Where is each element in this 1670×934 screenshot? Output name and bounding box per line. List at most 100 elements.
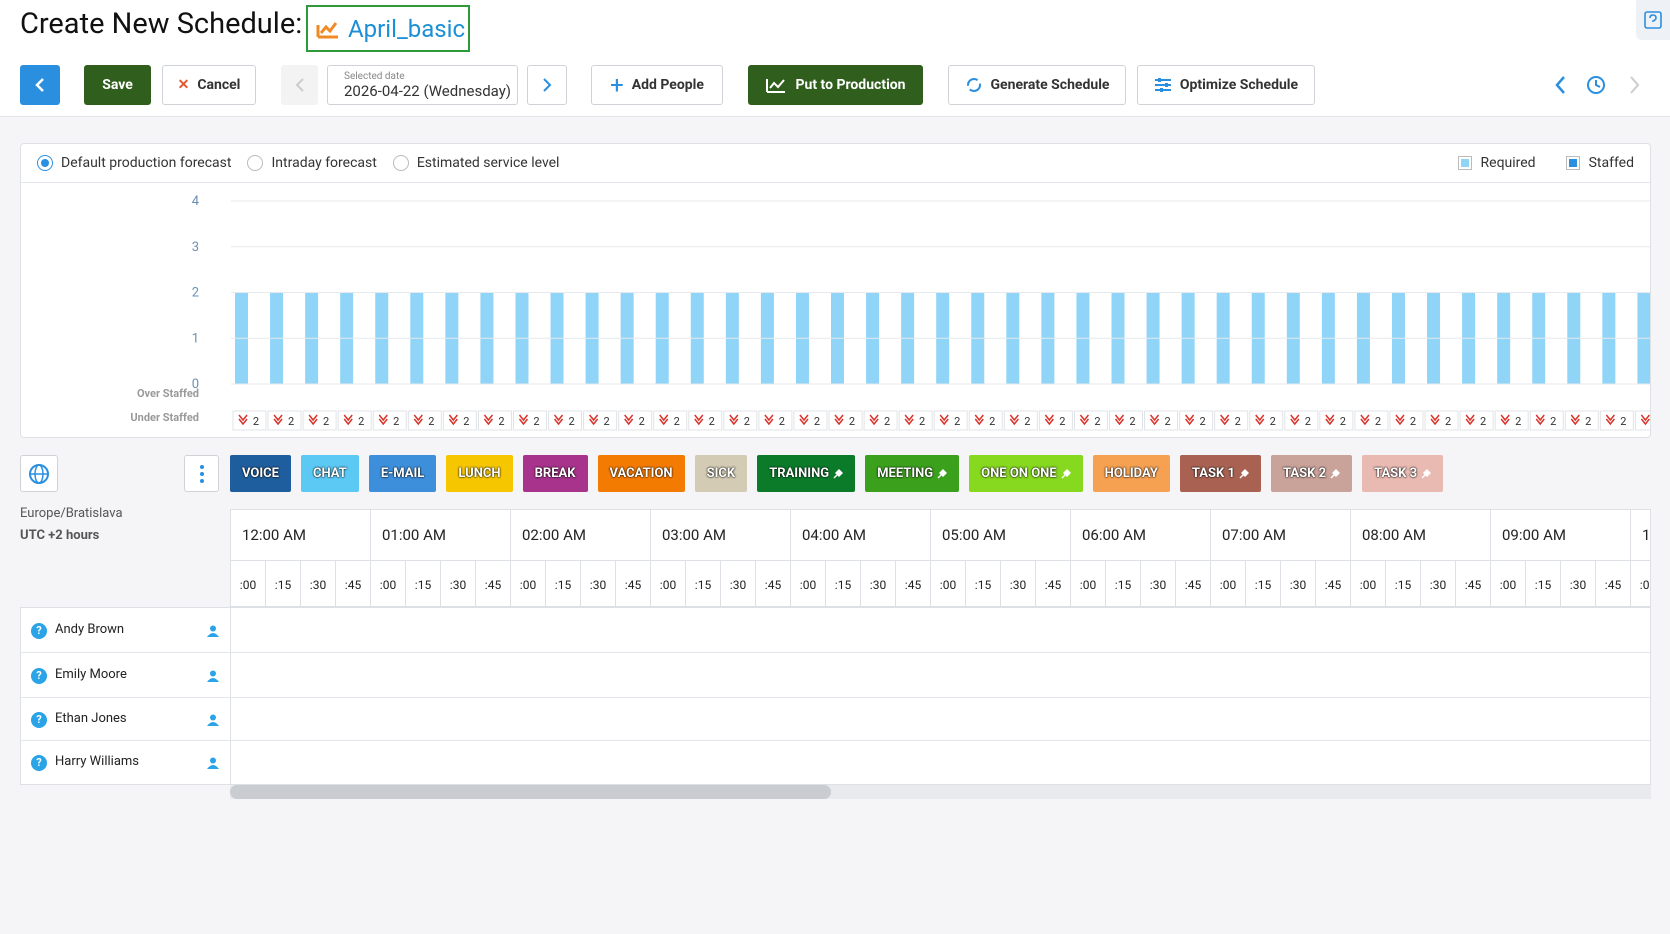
activity-chip[interactable]: LUNCH xyxy=(446,455,513,492)
minute-cell: :15 xyxy=(1246,561,1281,606)
under-staffed-value: 2 xyxy=(1305,415,1311,428)
cell-box xyxy=(1599,410,1634,431)
legend-swatch xyxy=(1457,156,1472,170)
pin-icon xyxy=(937,468,948,478)
next-date-button[interactable] xyxy=(527,65,567,105)
person-row[interactable]: ? Harry Williams xyxy=(21,741,1650,784)
under-staffed-cell: 2 xyxy=(1109,410,1143,431)
activity-chip[interactable]: TASK 1 xyxy=(1179,455,1261,492)
activity-chip[interactable]: BREAK xyxy=(522,455,588,492)
under-staffed-value: 2 xyxy=(884,415,890,428)
legend-label: Staffed xyxy=(1588,155,1634,171)
minute-label: :00 xyxy=(1079,577,1097,592)
under-staffed-value: 2 xyxy=(428,415,434,428)
activity-list: VOICE CHAT E-MAIL LUNCH BREAK VACATION SICK TRA… xyxy=(230,455,1444,492)
prev-date-button[interactable] xyxy=(281,65,318,105)
hour-label: 01:00 AM xyxy=(382,526,446,544)
forecast-option[interactable]: Estimated service level xyxy=(392,155,559,171)
activity-chip[interactable]: HOLIDAY xyxy=(1092,455,1170,492)
under-staffed-value: 2 xyxy=(1515,415,1521,428)
person-row[interactable]: ? Ethan Jones xyxy=(21,698,1650,741)
activity-chip[interactable]: E-MAIL xyxy=(368,455,437,492)
activity-chip[interactable]: TASK 3 xyxy=(1362,455,1444,492)
radio-button[interactable] xyxy=(392,155,409,171)
cancel-button[interactable]: ✕ Cancel xyxy=(162,65,256,105)
cell-box xyxy=(1459,410,1494,431)
production-icon xyxy=(766,79,786,93)
pin-shape xyxy=(833,468,844,478)
minute-label: :00 xyxy=(1639,577,1650,592)
put-to-production-button[interactable]: Put to Production xyxy=(748,65,923,105)
activity-label: VACATION xyxy=(609,466,673,481)
minute-cell: :30 xyxy=(1001,561,1036,606)
under-icon xyxy=(238,414,248,426)
minute-label: :15 xyxy=(274,577,292,592)
person-icon xyxy=(207,757,219,769)
radio-button[interactable] xyxy=(247,155,264,171)
activity-label: LUNCH xyxy=(458,466,501,481)
radio-button[interactable] xyxy=(37,155,53,171)
under-staffed-cell: 2 xyxy=(863,410,898,431)
minute-label: :15 xyxy=(834,577,852,592)
minute-cell: :15 xyxy=(266,561,301,606)
person-row[interactable]: ? Emily Moore xyxy=(21,653,1650,698)
cell-box xyxy=(1529,410,1564,431)
cell-box xyxy=(1564,410,1599,431)
under-icon xyxy=(1114,414,1125,426)
minute-cell: :45 xyxy=(896,561,931,606)
person-row[interactable]: ? Andy Brown xyxy=(21,608,1650,653)
under-icon xyxy=(1500,414,1510,426)
minute-label: :45 xyxy=(344,577,362,592)
activity-chip[interactable]: TRAINING xyxy=(757,455,856,492)
minute-cell: :00 xyxy=(371,561,406,606)
under-staffed-cell: 2 xyxy=(232,410,267,431)
plus-icon: + xyxy=(610,71,624,99)
under-staffed-value: 2 xyxy=(674,415,680,428)
activity-chip[interactable]: VOICE xyxy=(230,455,291,492)
minute-cell: :30 xyxy=(1421,561,1456,606)
timezone-button[interactable] xyxy=(20,455,58,492)
menu-button[interactable] xyxy=(184,455,219,492)
timezone-offset: UTC +2 hours xyxy=(20,528,100,543)
name-column xyxy=(21,608,231,652)
under-staffed-value: 2 xyxy=(288,415,294,428)
minute-label: :45 xyxy=(484,577,502,592)
prev-icon xyxy=(295,78,304,92)
under-staffed-value: 2 xyxy=(463,415,469,428)
help-button[interactable] xyxy=(1636,0,1670,40)
activity-chip[interactable]: TASK 2 xyxy=(1270,455,1353,492)
forecast-option[interactable]: Intraday forecast xyxy=(247,155,377,171)
status-icon: ? xyxy=(31,754,47,771)
activity-chip[interactable]: MEETING xyxy=(865,455,960,492)
minute-label: :45 xyxy=(764,577,782,592)
activity-chip[interactable]: CHAT xyxy=(301,455,359,492)
legend-entry[interactable]: Staffed xyxy=(1565,155,1634,171)
scrollbar-thumb[interactable] xyxy=(230,785,831,799)
minute-cell: :45 xyxy=(756,561,791,606)
cell-box xyxy=(758,410,793,431)
save-button[interactable]: Save xyxy=(84,65,151,105)
activity-chip[interactable]: VACATION xyxy=(597,455,685,492)
forecast-option[interactable]: Default production forecast xyxy=(37,155,231,171)
generate-schedule-button[interactable]: Generate Schedule xyxy=(948,65,1126,105)
date-field[interactable]: Selected date 2026-04-22 (Wednesday) xyxy=(327,65,518,105)
activity-chip[interactable]: SICK xyxy=(694,455,748,492)
scrollbar[interactable] xyxy=(230,785,1651,799)
minute-cell: :00 xyxy=(651,561,686,606)
hour-cell: 04:00 AM xyxy=(791,510,931,561)
activity-chip[interactable]: ONE ON ONE xyxy=(969,455,1083,492)
timeline-header: 12:00 AM:00:15:30:45 01:00 AM:00:15:30:45… xyxy=(230,509,1651,607)
add-people-button[interactable]: + Add People xyxy=(591,65,723,105)
menu-icon xyxy=(199,464,204,483)
activity-label: TASK 3 xyxy=(1374,466,1418,481)
cell-box xyxy=(898,410,933,431)
optimize-schedule-button[interactable]: Optimize Schedule xyxy=(1137,65,1315,105)
under-staffed-value: 2 xyxy=(814,415,820,428)
back-button[interactable] xyxy=(20,65,60,105)
icon-head xyxy=(210,714,216,720)
history-nav[interactable] xyxy=(1550,74,1650,96)
under-icon xyxy=(518,414,529,426)
legend-entry[interactable]: Required xyxy=(1457,155,1536,171)
option-label: Default production forecast xyxy=(61,155,232,171)
schedule-name-box[interactable]: April_basic xyxy=(306,5,470,52)
